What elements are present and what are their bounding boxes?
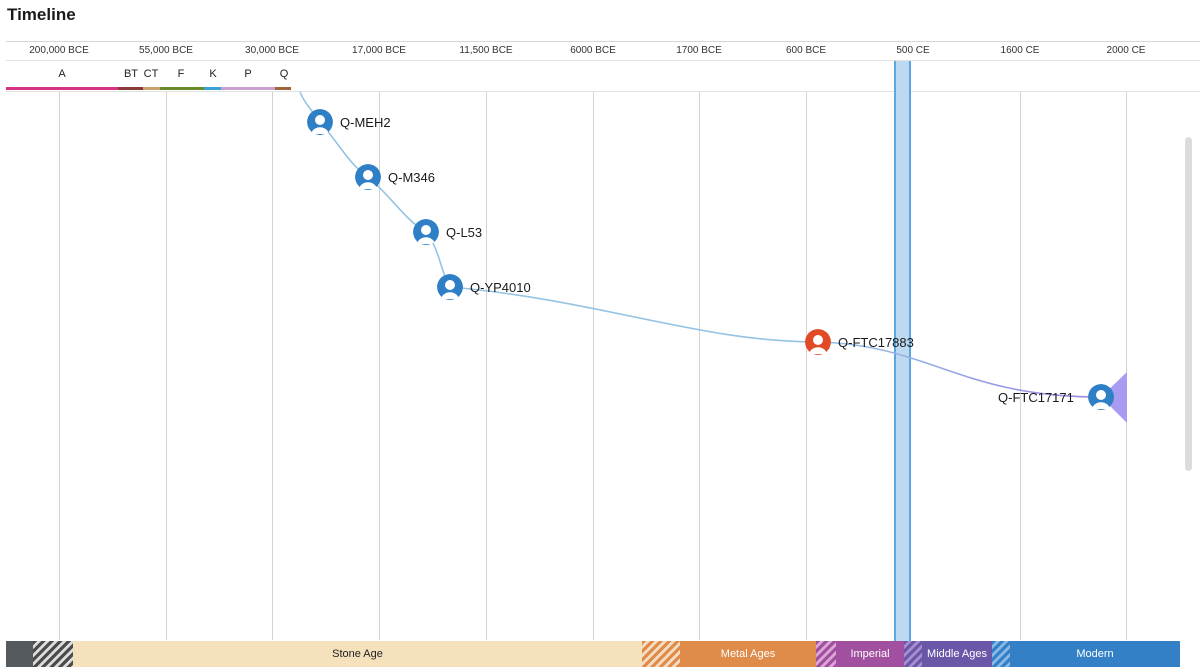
node-label[interactable]: Q-M346 xyxy=(388,170,435,185)
tick-label: 1600 CE xyxy=(1000,45,1040,56)
haplogroup-label-bt[interactable]: BT xyxy=(123,68,139,80)
selected-period-highlight[interactable] xyxy=(894,61,911,641)
haplogroup-label-p[interactable]: P xyxy=(244,68,252,80)
person-icon[interactable] xyxy=(355,164,381,190)
tick-label: 200,000 BCE xyxy=(29,45,89,56)
node-label[interactable]: Q-L53 xyxy=(446,225,483,240)
era-transition xyxy=(904,641,922,667)
lineage-segment xyxy=(817,341,1102,398)
era-segment-prehistory xyxy=(6,641,33,667)
haplogroup-divider xyxy=(6,91,1200,92)
haplogroup-bar-q xyxy=(275,87,291,90)
node-label[interactable]: Q-YP4010 xyxy=(470,280,531,295)
descendants-fan xyxy=(1101,372,1127,423)
vertical-scrollbar[interactable] xyxy=(1185,137,1192,471)
ticks-divider xyxy=(6,60,1200,61)
tick-label: 30,000 BCE xyxy=(245,45,299,56)
tick-label: 2000 CE xyxy=(1106,45,1146,56)
era-modern[interactable]: Modern xyxy=(1010,641,1180,667)
person-icon[interactable] xyxy=(805,329,831,355)
haplogroup-label-ct[interactable]: CT xyxy=(143,68,159,80)
gridline xyxy=(272,92,273,640)
era-transition xyxy=(33,641,73,667)
haplogroup-label-q[interactable]: Q xyxy=(279,68,289,80)
haplogroup-bar-f xyxy=(160,87,204,90)
page-title: Timeline xyxy=(7,5,76,24)
haplogroup-bar-k xyxy=(204,87,221,90)
gridline xyxy=(379,92,380,640)
haplogroup-bar-a xyxy=(6,87,118,90)
node-label[interactable]: Q-FTC17883 xyxy=(838,335,914,350)
tick-label: 500 CE xyxy=(896,45,930,56)
person-icon[interactable] xyxy=(413,219,439,245)
tick-label: 1700 BCE xyxy=(676,45,722,56)
era-transition xyxy=(992,641,1010,667)
header-divider xyxy=(6,41,1200,42)
node-label[interactable]: Q-FTC17171 xyxy=(998,390,1074,405)
haplogroup-bar-bt xyxy=(118,87,143,90)
era-metal-ages[interactable]: Metal Ages xyxy=(680,641,816,667)
tick-label: 6000 BCE xyxy=(570,45,616,56)
era-imperial[interactable]: Imperial xyxy=(836,641,904,667)
tick-label: 17,000 BCE xyxy=(352,45,406,56)
gridline xyxy=(486,92,487,640)
era-transition xyxy=(642,641,680,667)
era-stone-age[interactable]: Stone Age xyxy=(73,641,642,667)
gridline xyxy=(806,92,807,640)
person-icon[interactable] xyxy=(1088,384,1114,410)
lineage-segment xyxy=(449,286,819,343)
tick-label: 11,500 BCE xyxy=(459,45,513,56)
gridline xyxy=(699,92,700,640)
gridline xyxy=(1020,92,1021,640)
era-transition xyxy=(816,641,836,667)
gridline xyxy=(59,92,60,640)
haplogroup-bar-p xyxy=(221,87,275,90)
haplogroup-label-f[interactable]: F xyxy=(177,68,185,80)
gridline xyxy=(166,92,167,640)
haplogroup-bar-ct xyxy=(143,87,160,90)
gridline xyxy=(1126,92,1127,640)
gridline xyxy=(593,92,594,640)
person-icon[interactable] xyxy=(437,274,463,300)
tick-label: 55,000 BCE xyxy=(139,45,193,56)
haplogroup-label-k[interactable]: K xyxy=(209,68,217,80)
node-label[interactable]: Q-MEH2 xyxy=(340,115,391,130)
tick-label: 600 BCE xyxy=(785,45,827,56)
era-middle-ages[interactable]: Middle Ages xyxy=(922,641,992,667)
person-icon[interactable] xyxy=(307,109,333,135)
haplogroup-label-a[interactable]: A xyxy=(58,68,66,80)
